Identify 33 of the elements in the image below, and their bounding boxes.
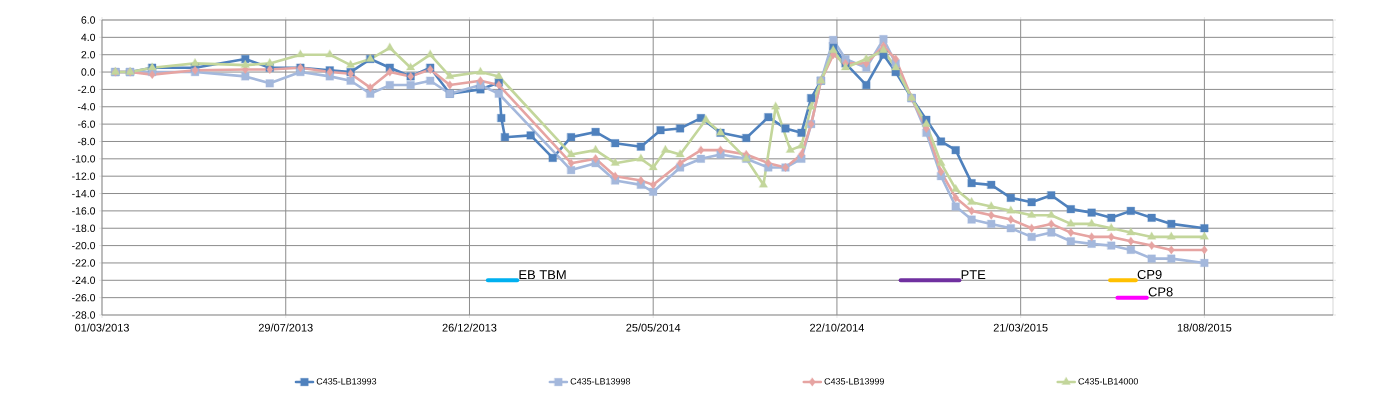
y-tick-label: -2.0	[77, 85, 96, 94]
y-tick-label: -6.0	[77, 120, 96, 128]
legend-label: C435-LB14000	[1078, 378, 1138, 385]
legend-label: C435-LB13998	[570, 378, 631, 385]
y-tick-label: 2.0	[81, 51, 96, 59]
x-tick-label: 18/08/2015	[1177, 323, 1232, 332]
y-tick-label: -4.0	[77, 103, 96, 111]
y-tick-label: -8.0	[77, 137, 96, 146]
legend-label: C435-LB13999	[824, 378, 884, 385]
series-label: PTE	[961, 270, 986, 280]
y-tick-label: -10.0	[72, 155, 96, 163]
series-label: EB TBM	[519, 270, 566, 280]
y-tick-label: -22.0	[72, 259, 96, 267]
x-tick-label: 29/07/2013	[258, 323, 313, 332]
y-tick-label: -26.0	[72, 293, 96, 302]
y-tick-label: 6.0	[81, 16, 96, 24]
x-tick-label: 01/03/2013	[75, 323, 129, 332]
y-tick-label: -12.0	[72, 172, 96, 180]
x-tick-label: 21/03/2015	[993, 323, 1048, 332]
legend-label: C435-LB13993	[316, 378, 377, 385]
y-tick-label: -20.0	[72, 241, 96, 250]
y-tick-label: -16.0	[72, 207, 96, 215]
y-tick-label: -24.0	[72, 276, 96, 284]
y-tick-label: -14.0	[72, 189, 96, 198]
series-label: CP8	[1148, 287, 1173, 297]
x-tick-label: 25/05/2014	[626, 323, 681, 332]
x-tick-label: 22/10/2014	[810, 323, 865, 332]
x-tick-label: 26/12/2013	[442, 323, 497, 332]
series-label: CP9	[1137, 269, 1162, 280]
y-tick-label: 0.0	[81, 68, 96, 76]
y-tick-label: 4.0	[81, 33, 96, 42]
y-tick-label: -18.0	[72, 224, 96, 232]
y-tick-label: -28.0	[72, 311, 96, 319]
